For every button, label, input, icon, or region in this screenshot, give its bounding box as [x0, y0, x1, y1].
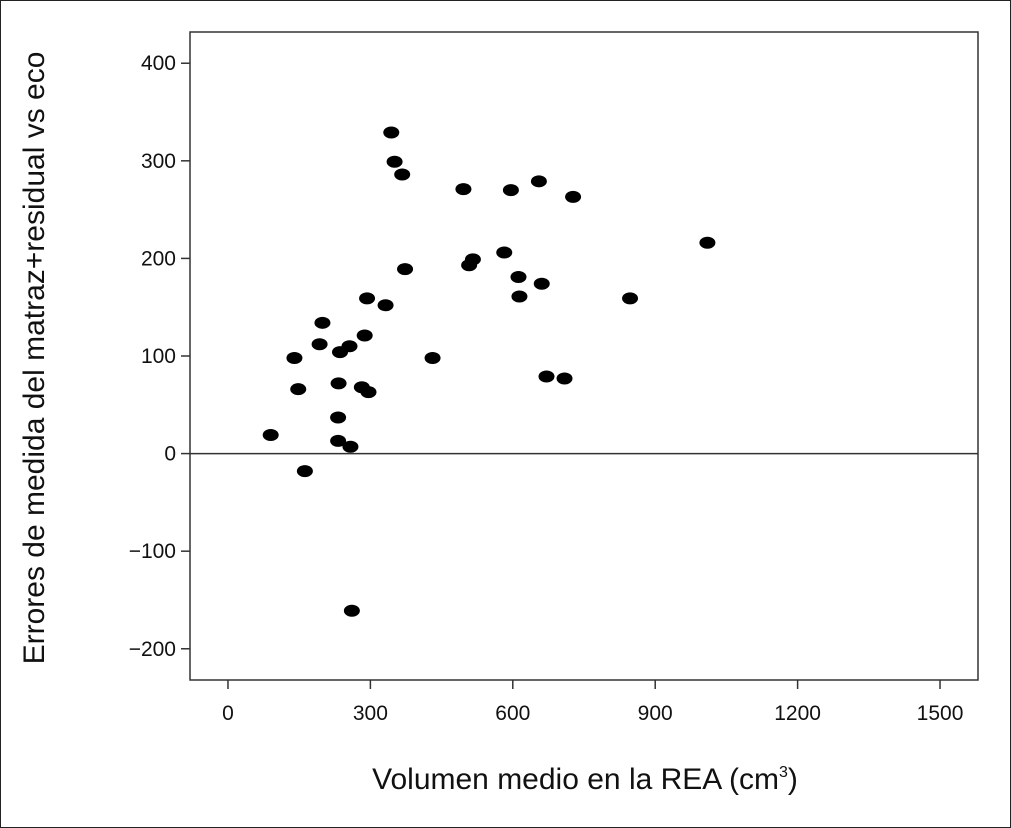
data-point: [386, 155, 403, 168]
data-point: [356, 329, 373, 342]
data-point: [343, 604, 360, 617]
x-tick-label: 1200: [774, 702, 821, 725]
data-point: [397, 263, 414, 276]
data-point: [556, 372, 573, 385]
y-tick-label: 200: [141, 247, 176, 270]
data-point: [530, 175, 547, 188]
data-point: [538, 370, 555, 383]
x-tick-label: 1500: [917, 702, 964, 725]
x-axis-title-close: ): [788, 763, 798, 796]
data-point: [311, 338, 328, 351]
y-tick-label: −200: [129, 638, 176, 661]
y-tick-label: 100: [141, 345, 176, 368]
x-tick-label: 600: [495, 702, 530, 725]
data-point: [565, 190, 582, 203]
data-point: [314, 316, 331, 329]
data-point: [286, 351, 303, 364]
data-point: [496, 246, 513, 259]
y-axis-title: Errores de medida del matraz+residual vs…: [18, 52, 51, 665]
y-tick-label: 400: [141, 52, 176, 75]
data-point: [359, 292, 376, 305]
data-point: [296, 465, 313, 478]
data-point: [360, 386, 377, 399]
y-tick-label: −100: [129, 540, 176, 563]
data-point: [377, 299, 394, 312]
data-point: [262, 429, 279, 442]
x-tick-label: 300: [353, 702, 388, 725]
y-tick-label: 300: [141, 150, 176, 173]
x-tick-label: 0: [222, 702, 234, 725]
x-axis-title: Volumen medio en la REA (cm3): [372, 763, 798, 796]
data-point: [699, 236, 716, 249]
data-point: [330, 434, 347, 447]
data-point: [330, 377, 347, 390]
data-point: [510, 270, 527, 283]
data-point: [424, 351, 441, 364]
y-tick-label: 0: [164, 443, 176, 466]
data-point: [464, 253, 481, 266]
data-point: [342, 440, 359, 453]
data-point: [341, 340, 358, 353]
data-point: [394, 168, 411, 181]
data-point: [533, 277, 550, 290]
data-point: [622, 292, 639, 305]
x-tick-label: 900: [638, 702, 673, 725]
plot-area: [189, 31, 979, 681]
data-point: [455, 183, 472, 196]
data-point: [290, 383, 307, 396]
data-point: [502, 184, 519, 197]
x-axis-title-superscript: 3: [779, 764, 788, 781]
x-axis-title-main: Volumen medio en la REA (cm: [372, 763, 779, 796]
data-point: [383, 126, 400, 139]
data-point: [330, 411, 347, 424]
data-point: [511, 290, 528, 303]
